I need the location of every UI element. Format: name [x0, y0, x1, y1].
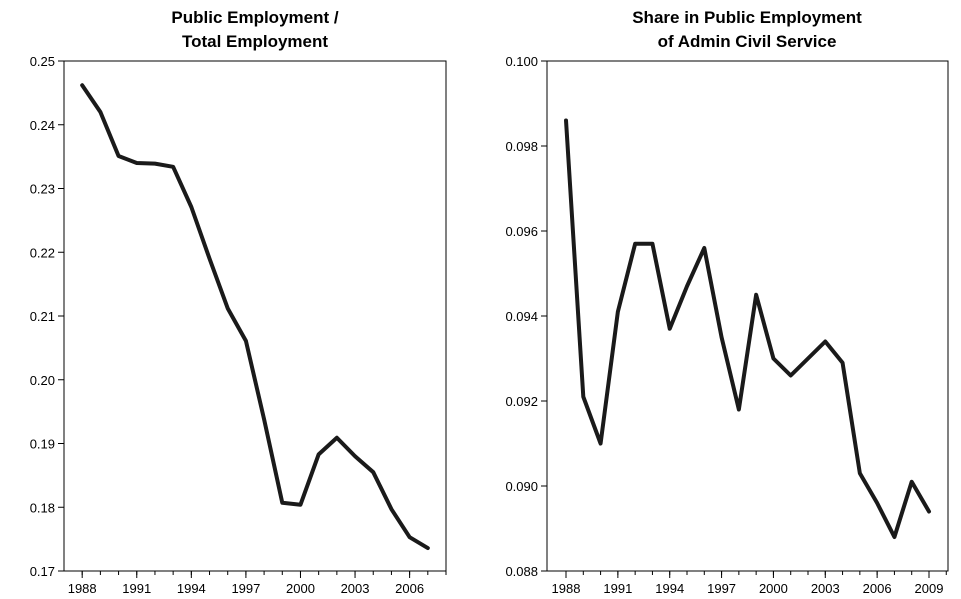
chart-2-x-tick-label: 2003 — [811, 581, 840, 596]
chart-1-x-tick-label: 2003 — [341, 581, 370, 596]
chart-1-y-tick-label: 0.23 — [30, 182, 55, 197]
chart-1-y-tick-label: 0.25 — [30, 54, 55, 69]
chart-2-y-tick-label: 0.098 — [505, 139, 538, 154]
chart-2-y-tick-label: 0.092 — [505, 394, 538, 409]
chart-2-plot-frame — [546, 60, 949, 572]
chart-2-x-tick-label: 2009 — [915, 581, 944, 596]
chart-1-x-tick-label: 1997 — [231, 581, 260, 596]
chart-2-series-line — [564, 118, 931, 539]
chart-1-series-line — [80, 83, 430, 551]
chart-2-title-line-1: Share in Public Employment — [632, 8, 862, 27]
chart-2-y-tick-label: 0.096 — [505, 224, 538, 239]
chart-2-x-tick-label: 1994 — [655, 581, 684, 596]
chart-1-x-tick-label: 2000 — [286, 581, 315, 596]
chart-2-y-tick-label: 0.090 — [505, 479, 538, 494]
chart-1-y-tick-label: 0.19 — [30, 437, 55, 452]
chart-1-y-tick-label: 0.18 — [30, 500, 55, 515]
chart-1-title-line-1: Public Employment / — [171, 8, 338, 27]
chart-2-y-tick-label: 0.088 — [505, 564, 538, 579]
chart-2-title-line-2: of Admin Civil Service — [658, 32, 837, 51]
chart-1-x-tick-label: 1994 — [177, 581, 206, 596]
chart-1-x-tick-label: 2006 — [395, 581, 424, 596]
chart-1-plot-frame — [63, 60, 447, 572]
chart-1-y-tick-label: 0.17 — [30, 564, 55, 579]
chart-2-x-tick-label: 1988 — [552, 581, 581, 596]
chart-1-y-tick-label: 0.21 — [30, 309, 55, 324]
chart-2-x-tick-label: 2000 — [759, 581, 788, 596]
chart-1-y-tick-label: 0.20 — [30, 373, 55, 388]
chart-2-x-tick-label: 2006 — [863, 581, 892, 596]
chart-1-title-line-2: Total Employment — [182, 32, 328, 51]
chart-1-x-tick-label: 1991 — [122, 581, 151, 596]
chart-1-y-tick-label: 0.24 — [30, 118, 55, 133]
chart-2-x-tick-label: 1991 — [603, 581, 632, 596]
chart-1-y-tick-label: 0.22 — [30, 245, 55, 260]
chart-2-y-tick-label: 0.100 — [505, 54, 538, 69]
chart-2-x-tick-label: 1997 — [707, 581, 736, 596]
chart-1-x-tick-label: 1988 — [68, 581, 97, 596]
chart-2-y-tick-label: 0.094 — [505, 309, 538, 324]
